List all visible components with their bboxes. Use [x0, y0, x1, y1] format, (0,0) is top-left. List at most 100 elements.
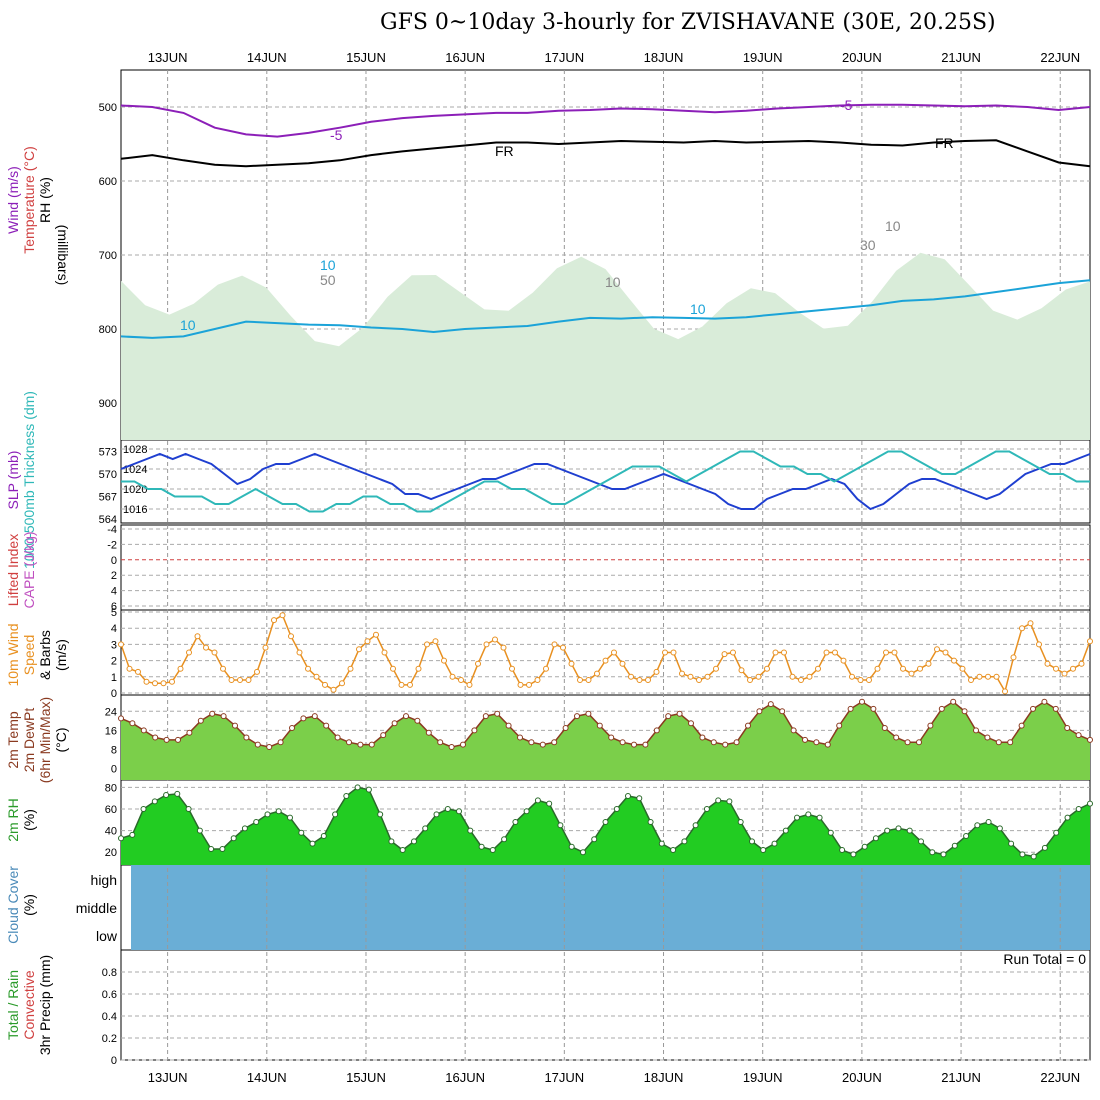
- temperature-point: [859, 698, 865, 705]
- wind10m-point: [177, 665, 184, 672]
- temperature-point: [665, 713, 672, 720]
- thickness-tick-label: 573: [99, 447, 117, 459]
- wind10m-point: [160, 680, 167, 687]
- date-label-bottom: 19JUN: [743, 1070, 783, 1085]
- rh2m-point: [996, 825, 1003, 832]
- rh2m-point: [399, 847, 406, 853]
- pressure-tick-label: 800: [99, 324, 117, 336]
- temperature-point: [357, 741, 364, 748]
- temperature-point: [140, 727, 147, 734]
- temperature-point: [1007, 739, 1014, 746]
- wind10m-point: [781, 649, 787, 656]
- thickness-tick-label: 570: [99, 469, 117, 481]
- wind10m-tick-label: 4: [111, 623, 117, 635]
- rh2m-point: [918, 838, 924, 845]
- wind10m-point: [585, 677, 592, 683]
- contour-label: 10: [690, 301, 706, 317]
- temperature-point: [722, 741, 729, 748]
- temperature-point: [346, 739, 352, 746]
- series-line-slp: [120, 452, 1091, 511]
- wind10m-axis-label: Speed: [21, 635, 37, 675]
- temperature-axis-label: (6hr Min/Max): [37, 697, 53, 783]
- precip-tick-label: 0.4: [102, 1011, 117, 1023]
- wind10m-point: [619, 660, 626, 667]
- wind10m-point: [857, 677, 864, 683]
- temperature-point: [836, 722, 843, 729]
- instability-axis-label: Lifted Index: [5, 534, 21, 606]
- rh2m-point: [1019, 851, 1026, 858]
- thickness-tick-label: 564: [99, 514, 117, 526]
- rh2m-point: [264, 811, 271, 818]
- temperature-point: [688, 720, 694, 727]
- rh2m-point: [174, 790, 181, 797]
- temperature-point: [163, 736, 170, 743]
- thickness-tick-label: 567: [99, 492, 117, 504]
- rh2m-point: [1030, 853, 1037, 860]
- rh2m-point: [411, 838, 417, 845]
- rh2m-point: [433, 811, 440, 818]
- wind10m-axis-label: (m/s): [53, 639, 69, 671]
- temperature-point: [517, 734, 523, 741]
- wind10m-point: [330, 686, 337, 693]
- rh2m-point: [1041, 844, 1048, 851]
- rh2m-point: [580, 849, 586, 856]
- wind10m-point: [832, 649, 838, 656]
- wind10m-point: [874, 665, 881, 672]
- wind10m-point: [135, 668, 141, 675]
- precip-axis-label: 3hr Precip (mm): [37, 955, 53, 1055]
- rh2m-point: [467, 827, 474, 834]
- instability-tick-label: 0: [111, 555, 117, 567]
- wind10m-point: [534, 677, 541, 683]
- wind10m-point: [492, 636, 498, 643]
- wind10m-point: [543, 665, 549, 672]
- rh2m-point: [546, 800, 553, 807]
- temperature-point: [391, 720, 398, 727]
- rh2m-point: [230, 835, 237, 842]
- wind10m-point: [237, 677, 243, 683]
- rh2m-point: [343, 793, 350, 799]
- wind10m-point: [1019, 625, 1025, 632]
- wind10m-point: [432, 638, 439, 645]
- wind10m-point: [900, 665, 906, 672]
- rh2m-point: [625, 793, 631, 799]
- wind10m-point: [993, 673, 1000, 680]
- wind10m-point: [313, 673, 320, 680]
- wind10m-point: [169, 678, 175, 685]
- contour-label: 10: [885, 218, 901, 234]
- temperature-point: [220, 713, 227, 720]
- temperature-point: [938, 705, 945, 712]
- temperature-point: [186, 729, 193, 736]
- rh2m-point: [884, 827, 891, 834]
- rh2m-point: [951, 842, 958, 849]
- wind10m-point: [713, 665, 719, 672]
- wind10m-point: [806, 673, 813, 680]
- temperature-tick-label: 16: [105, 725, 117, 737]
- wind10m-point: [908, 670, 915, 677]
- rh2m-point: [365, 786, 372, 793]
- rh2m-area: [121, 787, 1090, 865]
- wind10m-point: [203, 644, 209, 651]
- rh2m-point: [489, 847, 496, 853]
- temperature-point: [631, 741, 637, 748]
- wind10m-point: [279, 612, 286, 619]
- rh2m-point: [692, 822, 699, 829]
- rh2m-point: [1075, 806, 1082, 812]
- date-label-top: 19JUN: [743, 50, 783, 65]
- date-label-bottom: 22JUN: [1040, 1070, 1080, 1085]
- rh2m-point: [1008, 840, 1015, 847]
- rh2m-point: [839, 847, 846, 853]
- temperature-point: [916, 739, 922, 746]
- temperature-point: [927, 722, 934, 729]
- temperature-point: [152, 734, 159, 741]
- wind10m-point: [288, 633, 294, 640]
- wind10m-point: [322, 681, 328, 688]
- wind10m-point: [985, 673, 991, 680]
- rh2m-point: [963, 833, 970, 839]
- rh2m-point: [872, 835, 879, 842]
- pressure-tick-label: 900: [99, 398, 117, 410]
- wind10m-point: [1010, 654, 1017, 661]
- date-label-top: 17JUN: [544, 50, 584, 65]
- temperature-point: [232, 722, 238, 729]
- temperature-point: [973, 727, 979, 734]
- rh2m-point: [602, 819, 609, 825]
